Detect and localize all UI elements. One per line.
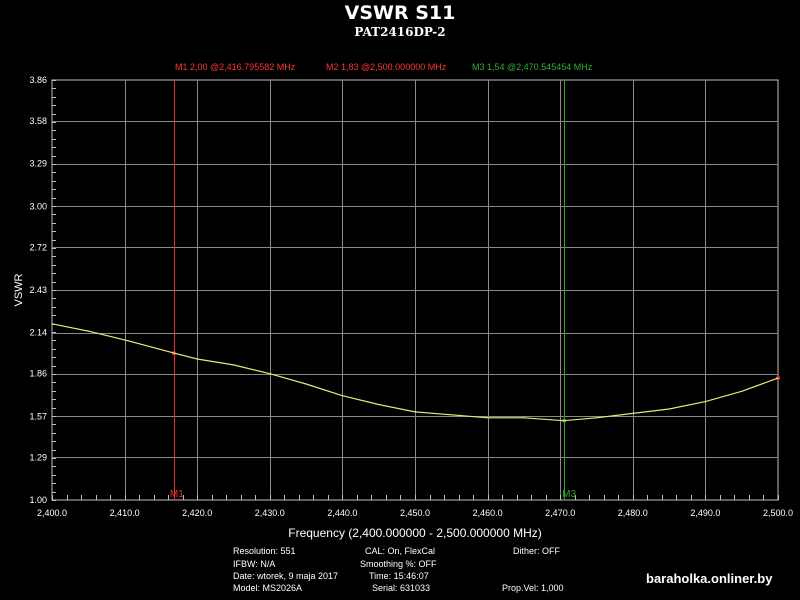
tick-layer (52, 80, 779, 501)
series-point (196, 358, 198, 360)
series-point (704, 401, 707, 403)
y-tick-label: 1.29 (29, 452, 47, 462)
y-tick-label: 2.14 (29, 328, 47, 338)
series-point (232, 364, 235, 366)
x-axis-title: Frequency (2,400.000000 - 2,500.000000 M… (288, 526, 542, 540)
series-point (51, 323, 53, 325)
info-serial: Serial: 631033 (372, 583, 431, 593)
info-model: Model: MS2026A (233, 583, 303, 593)
y-tick-label: 2.72 (29, 242, 47, 252)
x-tick-label: 2,470.0 (545, 508, 575, 518)
x-tick-label: 2,420.0 (182, 508, 212, 518)
series-point (563, 420, 565, 422)
marker-label-m3: M3 (562, 489, 576, 500)
series-point (305, 383, 307, 385)
x-tick-label: 2,440.0 (327, 508, 357, 518)
y-tick-label: 3.86 (29, 75, 47, 85)
x-tick-label: 2,410.0 (110, 508, 140, 518)
y-tick-label: 1.00 (29, 495, 47, 505)
marker-readout-m1: M1 2,00 @2,416.795582 MHz (175, 62, 296, 72)
series-point (741, 390, 743, 392)
x-tick-label: 2,450.0 (400, 508, 430, 518)
series-point (632, 412, 634, 414)
x-tick-label: 2,500.0 (763, 508, 793, 518)
series-point (595, 417, 598, 419)
series-point (378, 403, 380, 406)
marker-label-m1: M1 (170, 489, 184, 500)
series-point (341, 395, 343, 397)
y-axis-title: VSWR (13, 273, 25, 306)
label-layer: 2,400.0 2,410.0 2,420.0 2,430.0 2,440.0 2,450… (13, 62, 793, 540)
series-point (450, 414, 452, 416)
x-tick-label: 2,490.0 (690, 508, 720, 518)
info-cal: CAL: On, FlexCal (365, 546, 436, 556)
info-propvel: Prop.Vel: 1,000 (502, 583, 564, 593)
y-tick-label: 2.43 (29, 285, 47, 295)
info-dither: Dither: OFF (513, 546, 561, 556)
series-point (487, 417, 489, 419)
x-tick-label: 2,430.0 (255, 508, 285, 518)
x-tick-label: 2,400.0 (37, 508, 67, 518)
series-layer (51, 323, 779, 422)
series-point (124, 339, 126, 341)
y-tick-label: 3.58 (29, 116, 47, 126)
y-tick-label: 3.00 (29, 201, 47, 211)
info-resolution: Resolution: 551 (233, 546, 296, 556)
watermark-text: baraholka.onliner.by (646, 571, 773, 586)
series-point (173, 352, 175, 354)
chart-subtitle: PAT2416DP-2 (354, 25, 446, 39)
y-tick-label: 1.86 (29, 369, 47, 379)
series-point (87, 330, 89, 332)
series-point (414, 411, 416, 413)
series-point (668, 408, 670, 410)
info-date: Date: wtorek, 9 maja 2017 (233, 571, 339, 581)
info-smoothing: Smoothing %: OFF (360, 559, 437, 569)
chart-title: VSWR S11 (344, 2, 456, 24)
info-ifbw: IFBW: N/A (233, 559, 276, 569)
info-time: Time: 15:46:07 (369, 571, 429, 581)
series-point (269, 373, 271, 375)
x-tick-label: 2,460.0 (473, 508, 503, 518)
grid-layer (51, 79, 779, 501)
y-tick-label: 1.57 (29, 411, 47, 421)
series-point (523, 417, 525, 419)
x-tick-label: 2,480.0 (618, 508, 648, 518)
y-tick-label: 3.29 (29, 159, 47, 169)
marker-readout-m2: M2 1,83 @2,500.000000 MHz (326, 62, 447, 72)
series-point (777, 377, 779, 379)
marker-readout-m3: M3 1,54 @2,470.545454 MHz (472, 62, 593, 72)
